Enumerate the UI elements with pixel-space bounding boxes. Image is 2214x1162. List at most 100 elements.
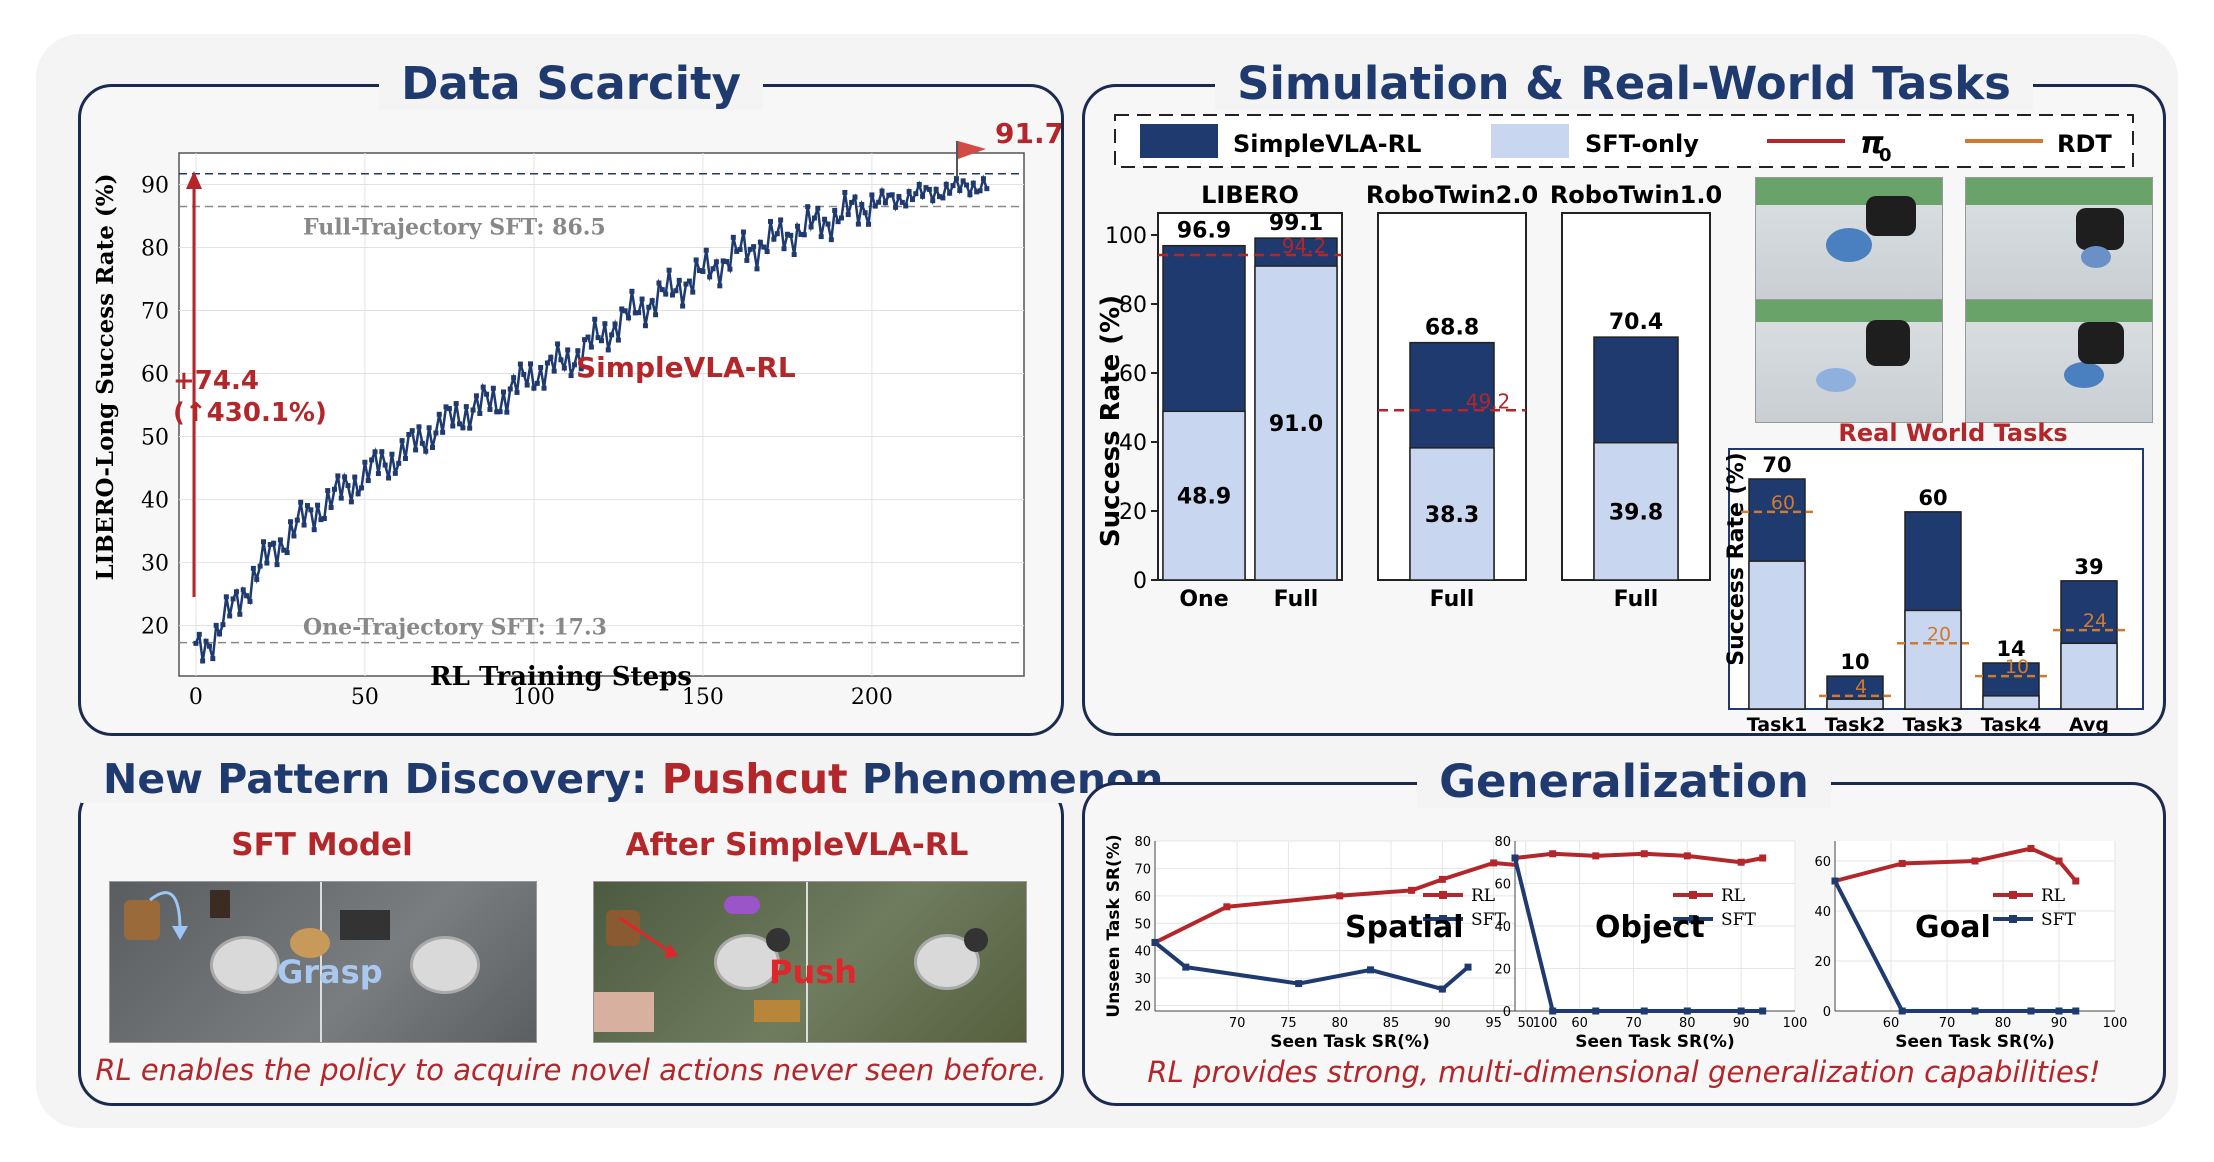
x-tick-label: Task2 xyxy=(1825,714,1886,733)
rdt-value-label: 60 xyxy=(1771,492,1795,514)
data-point xyxy=(261,539,266,545)
data-point xyxy=(2055,857,2063,865)
data-point xyxy=(639,296,645,302)
data-point xyxy=(328,504,334,510)
data-point xyxy=(342,474,348,480)
data-point xyxy=(480,384,486,390)
y-tick-label: 50 xyxy=(141,426,169,451)
data-point xyxy=(355,491,361,497)
y-tick-label: 40 xyxy=(1814,905,1831,920)
data-point xyxy=(761,244,767,250)
data-point xyxy=(669,292,675,298)
legend-label-sft: SFT xyxy=(2041,910,2076,930)
data-point xyxy=(1151,938,1159,946)
y-tick-label: 20 xyxy=(1814,955,1831,970)
legend-label-sft: SFT xyxy=(1471,910,1506,930)
data-point xyxy=(754,266,760,272)
data-point xyxy=(419,440,425,446)
data-point xyxy=(849,199,855,205)
data-point xyxy=(497,409,503,415)
data-point xyxy=(815,205,821,211)
panel-title: Generalization xyxy=(1085,755,2163,808)
data-point xyxy=(798,231,804,237)
data-point xyxy=(382,462,388,468)
data-point xyxy=(791,252,797,258)
data-point xyxy=(957,188,963,194)
data-point xyxy=(1683,852,1691,860)
legend-marker xyxy=(1689,891,1697,899)
data-point xyxy=(1408,886,1416,894)
legend-label-rl: RL xyxy=(1471,886,1495,906)
data-point xyxy=(392,470,398,476)
sft-model-label: SFT Model xyxy=(231,827,413,863)
data-point xyxy=(561,365,567,371)
data-point xyxy=(470,407,476,413)
data-point xyxy=(396,460,402,466)
data-point xyxy=(700,268,706,274)
chart-title: RoboTwin1.0 xyxy=(1550,181,1722,209)
data-point xyxy=(450,423,456,429)
legend-box: SimpleVLA-RL SFT-only π 0 RDT xyxy=(1114,114,2134,168)
data-point xyxy=(943,181,949,187)
data-point xyxy=(626,315,632,321)
data-point xyxy=(1683,1007,1691,1015)
pi0-value-label: 49.2 xyxy=(1466,389,1511,413)
rl-value-label: 68.8 xyxy=(1425,316,1479,341)
data-point xyxy=(511,375,517,381)
sft-value-label: 39.8 xyxy=(1609,500,1663,525)
data-point xyxy=(196,631,202,637)
data-point xyxy=(538,364,544,370)
data-scarcity-panel: Data Scarcity 20 30 40 50 60 70 80 90 0 50 100 150 2… xyxy=(78,57,1064,736)
data-point xyxy=(338,495,344,501)
y-tick-label: 80 xyxy=(1494,835,1511,850)
rl-value-label: 60 xyxy=(1918,486,1947,510)
y-tick-label: 70 xyxy=(1134,862,1151,877)
data-point xyxy=(683,281,689,287)
data-point xyxy=(1971,857,1979,865)
data-point xyxy=(467,425,473,431)
chart-title: Goal xyxy=(1915,910,1991,945)
data-point xyxy=(507,386,513,392)
data-point xyxy=(855,221,861,227)
data-point xyxy=(331,486,337,492)
data-point xyxy=(619,306,625,312)
data-point xyxy=(301,522,307,528)
data-point xyxy=(977,188,983,194)
data-point xyxy=(690,289,696,295)
sft-grasp-photo xyxy=(109,881,537,1043)
data-point xyxy=(271,540,277,546)
data-point xyxy=(717,283,723,289)
pushcut-panel: New Pattern Discovery: Pushcut Phenomeno… xyxy=(78,755,1186,1106)
data-point xyxy=(362,459,368,465)
x-tick-label: 150 xyxy=(682,685,724,710)
data-point xyxy=(744,257,750,263)
data-point xyxy=(926,186,932,192)
data-point xyxy=(440,429,446,435)
data-point xyxy=(203,638,209,644)
data-point xyxy=(909,197,915,203)
data-point xyxy=(666,267,672,273)
data-point xyxy=(947,190,953,196)
y-tick-label: 30 xyxy=(1134,972,1151,987)
data-point xyxy=(889,192,895,198)
legend-rdt: RDT xyxy=(2057,130,2112,158)
data-point xyxy=(1464,963,1472,971)
push-label: Push xyxy=(769,953,858,991)
x-axis-label: RL Training Steps xyxy=(430,662,692,692)
data-point xyxy=(913,191,919,197)
data-point xyxy=(632,310,638,316)
x-tick-label: 80 xyxy=(1331,1016,1348,1031)
x-tick-label: Task1 xyxy=(1747,714,1808,733)
rl-push-photo xyxy=(593,881,1027,1043)
y-tick-label: 40 xyxy=(1134,945,1151,960)
data-point xyxy=(781,246,787,252)
data-point xyxy=(845,212,851,218)
x-tick-label: 50 xyxy=(1517,1016,1534,1031)
real-world-label: Real World Tasks xyxy=(1838,419,2068,447)
data-point xyxy=(484,391,490,397)
bar-sft-only xyxy=(1162,410,1246,581)
rdt-value-label: 24 xyxy=(2083,610,2107,632)
data-point xyxy=(409,428,415,434)
data-point xyxy=(1737,858,1745,866)
generalization-caption: RL provides strong, multi-dimensional ge… xyxy=(1147,1055,2101,1089)
